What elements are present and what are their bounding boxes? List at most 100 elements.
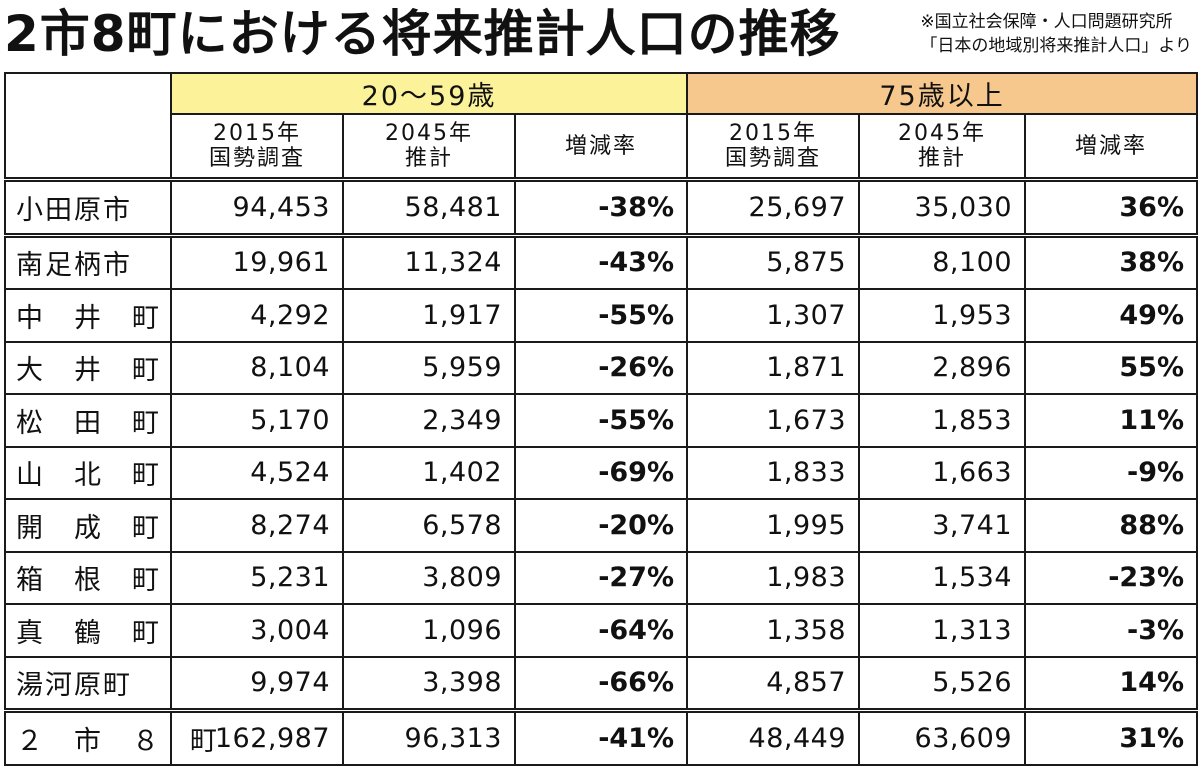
change-rate-cell: -69% xyxy=(513,445,689,500)
table-row: 南足柄市 19,961 11,324 -43% 5,875 8,100 38% xyxy=(4,232,1199,290)
table-row: 箱 根 町 5,231 3,809 -27% 1,983 1,534 -23% xyxy=(4,550,1199,605)
population-cell: 63,609 xyxy=(858,708,1027,766)
population-cell: 58,481 xyxy=(342,177,516,236)
column-header: 2015年 国勢調査 xyxy=(686,113,861,181)
group-header-20-59: 20～59歳 xyxy=(169,72,689,115)
table-row: 開 成 町 8,274 6,578 -20% 1,995 3,741 88% xyxy=(4,498,1199,553)
population-cell: 2,896 xyxy=(858,340,1027,395)
change-rate-cell: -66% xyxy=(513,655,689,712)
population-cell: 1,995 xyxy=(686,498,861,553)
change-rate-cell: -55% xyxy=(513,393,689,448)
table-row: 松 田 町 5,170 2,349 -55% 1,673 1,853 11% xyxy=(4,393,1199,448)
municipality-name: 箱 根 町 xyxy=(4,550,172,605)
subheader-row: 2015年 国勢調査 2045年 推計 増減率 2015年 国勢調査 2045年 推計 増減率 xyxy=(5,113,1199,181)
population-cell: 5,170 xyxy=(170,393,344,448)
municipality-name: 小田原市 xyxy=(4,177,172,236)
population-cell: 6,578 xyxy=(342,498,516,553)
change-rate-cell: -43% xyxy=(513,232,689,290)
column-header: 増減率 xyxy=(513,113,689,181)
change-rate-cell: 11% xyxy=(1024,393,1199,448)
column-header-line-2: 国勢調査 xyxy=(725,146,822,171)
population-cell: 1,983 xyxy=(686,550,861,605)
table-row: 湯河原町 9,974 3,398 -66% 4,857 5,526 14% xyxy=(4,655,1199,712)
population-cell: 2,349 xyxy=(342,393,516,448)
change-rate-cell: 49% xyxy=(1024,288,1199,343)
page-title: 2市8町における将来推計人口の推移 xyxy=(4,5,841,63)
population-cell: 8,274 xyxy=(170,498,344,553)
group-header-75-plus: 75歳以上 xyxy=(686,72,1199,115)
column-header: 2015年 国勢調査 xyxy=(170,113,344,181)
change-rate-cell: -20% xyxy=(513,498,689,553)
change-rate-cell: -26% xyxy=(513,340,689,395)
population-cell: 19,961 xyxy=(170,232,344,290)
change-rate-cell: 31% xyxy=(1024,708,1199,766)
population-cell: 94,453 xyxy=(170,177,344,236)
change-rate-cell: -9% xyxy=(1024,445,1199,500)
population-cell: 3,398 xyxy=(342,655,516,712)
population-cell: 48,449 xyxy=(686,708,861,766)
source-line-1: ※国立社会保障・人口問題研究所 xyxy=(920,12,1173,32)
population-cell: 1,917 xyxy=(342,288,516,343)
population-cell: 1,853 xyxy=(858,393,1027,448)
population-cell: 4,524 xyxy=(170,445,344,500)
change-rate-cell: 14% xyxy=(1024,655,1199,712)
population-cell: 1,313 xyxy=(858,603,1027,658)
column-header-line-2: 推計 xyxy=(404,146,453,171)
source-line-2: 「日本の地域別将来推計人口」より xyxy=(920,36,1192,56)
table-body: 小田原市 94,453 58,481 -38% 25,697 35,030 36% 南足柄市 1… xyxy=(4,177,1199,766)
change-rate-cell: 55% xyxy=(1024,340,1199,395)
change-rate-cell: -3% xyxy=(1024,603,1199,658)
column-header-line-1: 2045年 xyxy=(898,121,987,146)
municipality-name: 開 成 町 xyxy=(4,498,172,553)
municipality-name: 山 北 町 xyxy=(4,445,172,500)
population-cell: 5,231 xyxy=(170,550,344,605)
change-rate-cell: -23% xyxy=(1024,550,1199,605)
table-row: 中 井 町 4,292 1,917 -55% 1,307 1,953 49% xyxy=(4,288,1199,343)
table-row: 大 井 町 8,104 5,959 -26% 1,871 2,896 55% xyxy=(4,340,1199,395)
population-cell: 1,096 xyxy=(342,603,516,658)
population-cell: 3,004 xyxy=(170,603,344,658)
population-cell: 3,741 xyxy=(858,498,1027,553)
municipality-name: 大 井 町 xyxy=(4,340,172,395)
population-cell: 1,402 xyxy=(342,445,516,500)
population-cell: 11,324 xyxy=(342,232,516,290)
population-cell: 96,313 xyxy=(342,708,516,766)
column-header-line-1: 2015年 xyxy=(729,121,818,146)
population-cell: 1,663 xyxy=(858,445,1027,500)
population-cell: 5,875 xyxy=(686,232,861,290)
change-rate-cell: 88% xyxy=(1024,498,1199,553)
change-rate-cell: 38% xyxy=(1024,232,1199,290)
change-rate-cell: -27% xyxy=(513,550,689,605)
municipality-name: 真 鶴 町 xyxy=(4,603,172,658)
source-note: ※国立社会保障・人口問題研究所 「日本の地域別将来推計人口」より xyxy=(920,10,1192,58)
population-cell: 8,100 xyxy=(858,232,1027,290)
population-cell: 25,697 xyxy=(686,177,861,236)
change-rate-cell: 36% xyxy=(1024,177,1199,236)
table-row: 小田原市 94,453 58,481 -38% 25,697 35,030 36% xyxy=(4,177,1199,236)
population-cell: 4,292 xyxy=(170,288,344,343)
population-cell: 4,857 xyxy=(686,655,861,712)
population-cell: 1,307 xyxy=(686,288,861,343)
population-cell: 1,534 xyxy=(858,550,1027,605)
column-header-line-1: 増減率 xyxy=(1075,133,1148,159)
table-row: ２ 市 ８ 町 162,987 96,313 -41% 48,449 63,609 31% xyxy=(4,708,1199,766)
population-cell: 5,526 xyxy=(858,655,1027,712)
population-cell: 9,974 xyxy=(170,655,344,712)
population-cell: 8,104 xyxy=(170,340,344,395)
population-cell: 5,959 xyxy=(342,340,516,395)
column-header-line-2: 国勢調査 xyxy=(208,146,305,171)
column-header-line-1: 増減率 xyxy=(565,133,638,159)
column-header-line-1: 2045年 xyxy=(385,121,473,146)
population-cell: 3,809 xyxy=(342,550,516,605)
municipality-name: 中 井 町 xyxy=(4,288,172,343)
municipality-name: 南足柄市 xyxy=(4,232,172,290)
municipality-name: 松 田 町 xyxy=(4,393,172,448)
population-cell: 1,871 xyxy=(686,340,861,395)
population-cell: 1,953 xyxy=(858,288,1027,343)
municipality-name: ２ 市 ８ 町 xyxy=(4,708,217,766)
municipality-name: 湯河原町 xyxy=(4,655,172,712)
column-header: 2045年 推計 xyxy=(858,113,1027,181)
population-table: 20～59歳 75歳以上 2015年 国勢調査 2045年 推計 増減率 2015年 国勢調… xyxy=(4,72,1199,766)
population-cell: 1,358 xyxy=(686,603,861,658)
column-header-line-1: 2015年 xyxy=(213,121,301,146)
